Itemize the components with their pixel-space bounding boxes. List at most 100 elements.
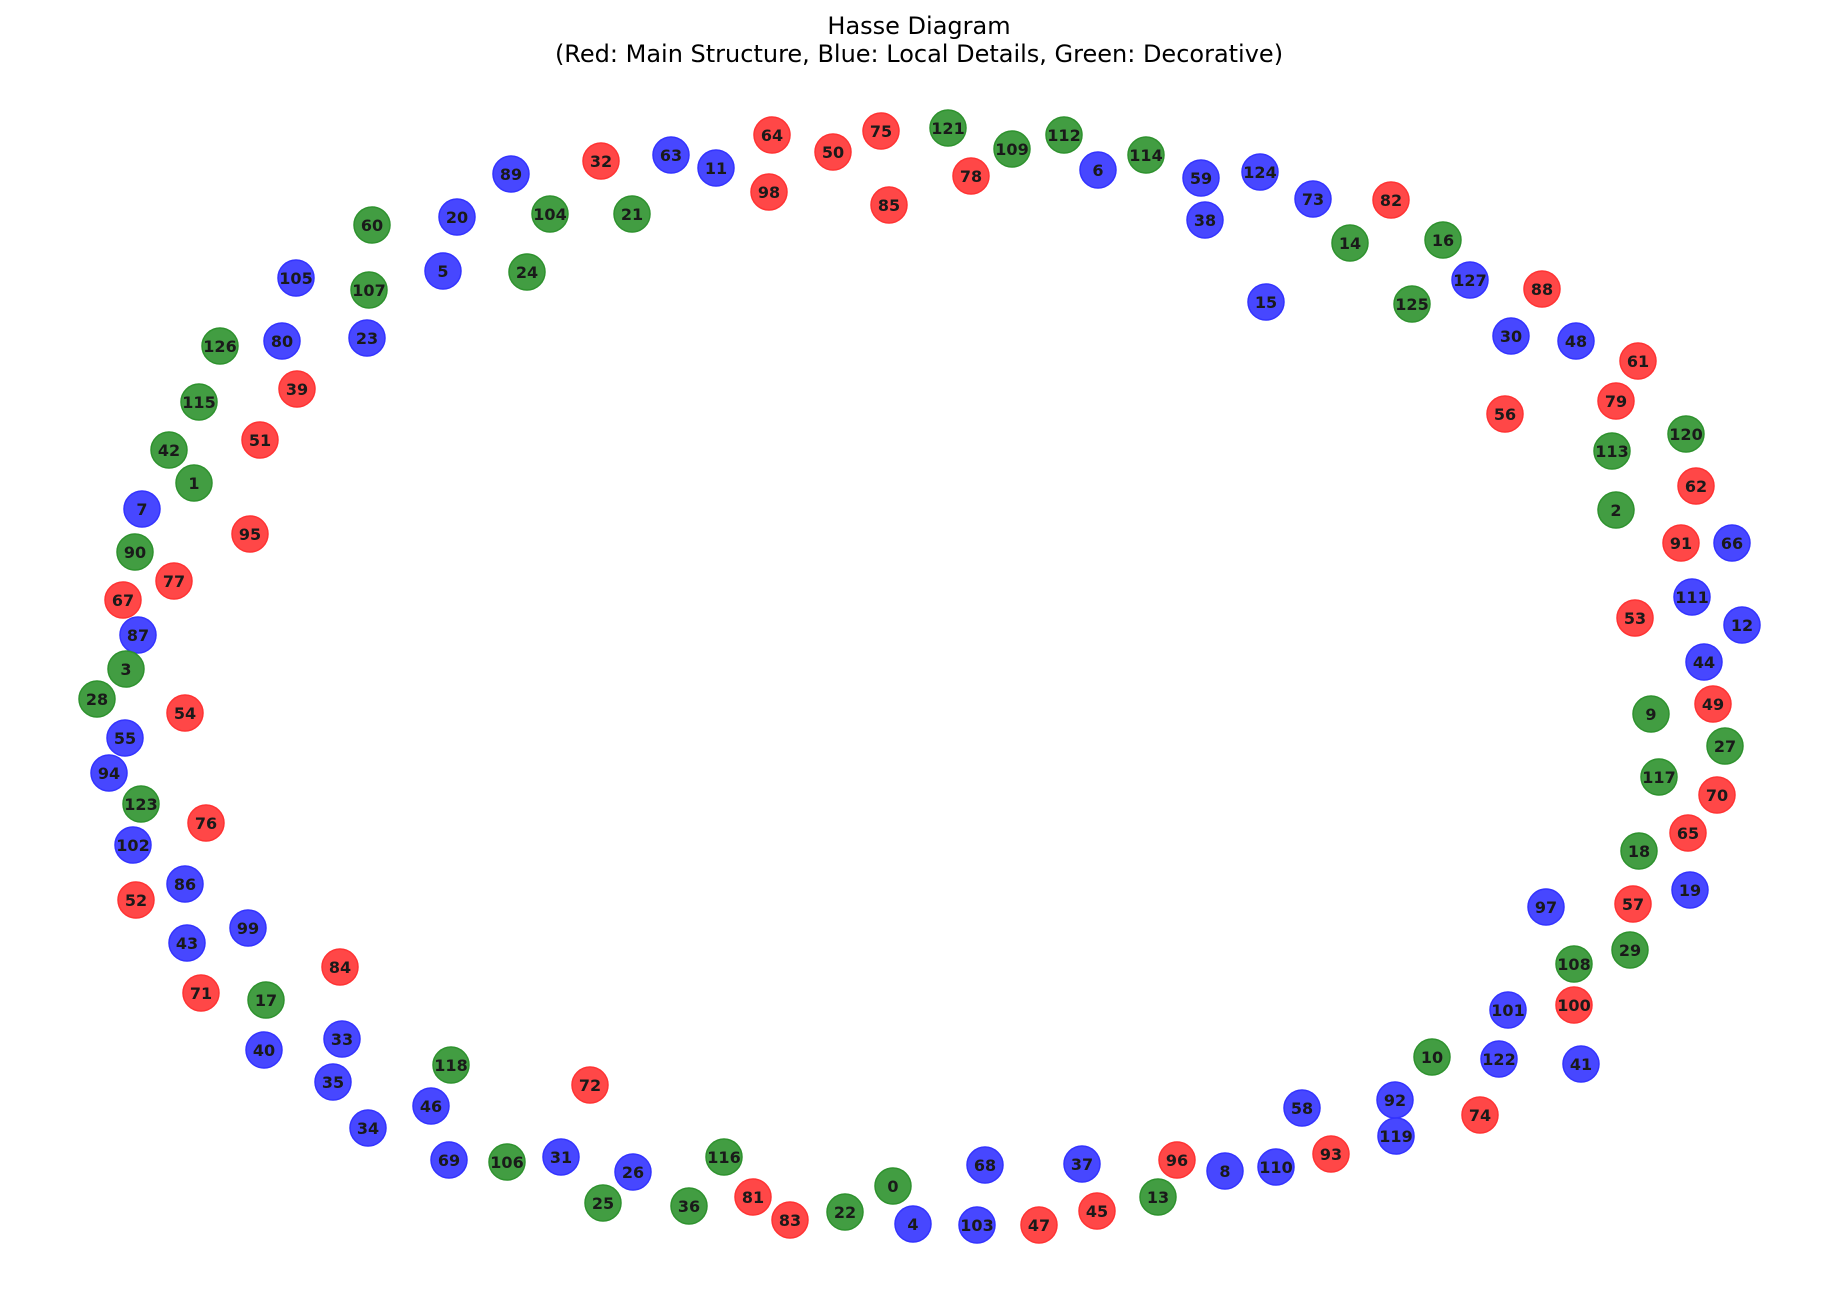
node-label: 37	[1071, 1155, 1093, 1174]
node-label: 53	[1624, 609, 1646, 628]
node-label: 66	[1721, 534, 1743, 553]
node-circle	[350, 271, 388, 309]
node-circle	[1662, 524, 1700, 562]
node-label: 85	[878, 196, 900, 215]
node-circle	[278, 370, 316, 408]
node-circle	[438, 198, 476, 236]
node-label: 111	[1675, 588, 1708, 607]
node-label: 122	[1482, 1050, 1515, 1069]
node-38: 38	[1186, 201, 1224, 239]
node-55: 55	[106, 719, 144, 757]
node-circle	[117, 881, 155, 919]
node-label: 100	[1557, 996, 1590, 1015]
node-circle	[116, 533, 154, 571]
node-circle	[106, 719, 144, 757]
node-circle	[1045, 116, 1083, 154]
node-circle	[1593, 432, 1631, 470]
node-label: 102	[116, 836, 149, 855]
node-label: 32	[590, 152, 612, 171]
node-circle	[1079, 151, 1117, 189]
node-circle	[771, 1201, 809, 1239]
node-label: 49	[1702, 695, 1724, 714]
node-116: 116	[705, 1138, 743, 1176]
node-circle	[353, 206, 391, 244]
node-circle	[231, 515, 269, 553]
node-label: 64	[761, 126, 783, 145]
node-circle	[241, 421, 279, 459]
node-circle	[78, 680, 116, 718]
node-circle	[277, 259, 315, 297]
node-97: 97	[1527, 888, 1565, 926]
node-circle	[952, 157, 990, 195]
node-circle	[1619, 342, 1657, 380]
node-label: 23	[356, 329, 378, 348]
node-label: 28	[86, 690, 108, 709]
node-circle	[229, 909, 267, 947]
node-label: 38	[1194, 211, 1216, 230]
node-circle	[150, 431, 188, 469]
node-circle	[1158, 1141, 1196, 1179]
node-label: 48	[1565, 332, 1587, 351]
node-label: 127	[1453, 271, 1486, 290]
node-label: 5	[437, 262, 448, 281]
node-label: 2	[1610, 501, 1621, 520]
node-circle	[542, 1138, 580, 1176]
node-circle	[734, 1178, 772, 1216]
node-91: 91	[1662, 524, 1700, 562]
node-21: 21	[613, 195, 651, 233]
node-90: 90	[116, 533, 154, 571]
node-66: 66	[1713, 524, 1751, 562]
node-circle	[492, 155, 530, 193]
node-circle	[263, 322, 301, 360]
node-52: 52	[117, 881, 155, 919]
node-label: 79	[1605, 392, 1627, 411]
node-circle	[1372, 181, 1410, 219]
node-34: 34	[349, 1109, 387, 1147]
node-circle	[1667, 415, 1705, 453]
node-circle	[175, 464, 213, 502]
node-circle	[122, 785, 160, 823]
node-92: 92	[1376, 1081, 1414, 1119]
node-119: 119	[1377, 1117, 1415, 1155]
node-label: 4	[907, 1215, 918, 1234]
node-24: 24	[508, 253, 546, 291]
node-circle	[652, 136, 690, 174]
node-29: 29	[1611, 931, 1649, 969]
node-label: 106	[490, 1153, 523, 1172]
node-93: 93	[1312, 1135, 1350, 1173]
node-label: 31	[550, 1148, 572, 1167]
node-32: 32	[582, 142, 620, 180]
node-circle	[582, 142, 620, 180]
node-label: 94	[98, 764, 120, 783]
node-16: 16	[1424, 221, 1462, 259]
node-circle	[187, 804, 225, 842]
node-circle	[966, 1146, 1004, 1184]
node-54: 54	[166, 694, 204, 732]
node-circle	[1489, 991, 1527, 1029]
node-56: 56	[1486, 395, 1524, 433]
node-53: 53	[1616, 599, 1654, 637]
node-label: 30	[1500, 327, 1522, 346]
node-115: 115	[180, 383, 218, 421]
node-label: 7	[136, 500, 147, 519]
node-label: 110	[1259, 1158, 1292, 1177]
node-label: 81	[742, 1188, 764, 1207]
node-12: 12	[1723, 606, 1761, 644]
node-circle	[1206, 1152, 1244, 1190]
node-3: 3	[107, 650, 145, 688]
node-124: 124	[1241, 153, 1279, 191]
node-label: 36	[678, 1197, 700, 1216]
node-63: 63	[652, 136, 690, 174]
node-17: 17	[247, 981, 285, 1019]
node-35: 35	[314, 1063, 352, 1101]
node-label: 75	[870, 122, 892, 141]
node-label: 3	[120, 660, 131, 679]
node-label: 126	[203, 337, 236, 356]
node-33: 33	[323, 1020, 361, 1058]
node-label: 70	[1706, 786, 1728, 805]
node-circle	[1186, 201, 1224, 239]
node-101: 101	[1489, 991, 1527, 1029]
node-circle	[1139, 1178, 1177, 1216]
node-45: 45	[1078, 1192, 1116, 1230]
